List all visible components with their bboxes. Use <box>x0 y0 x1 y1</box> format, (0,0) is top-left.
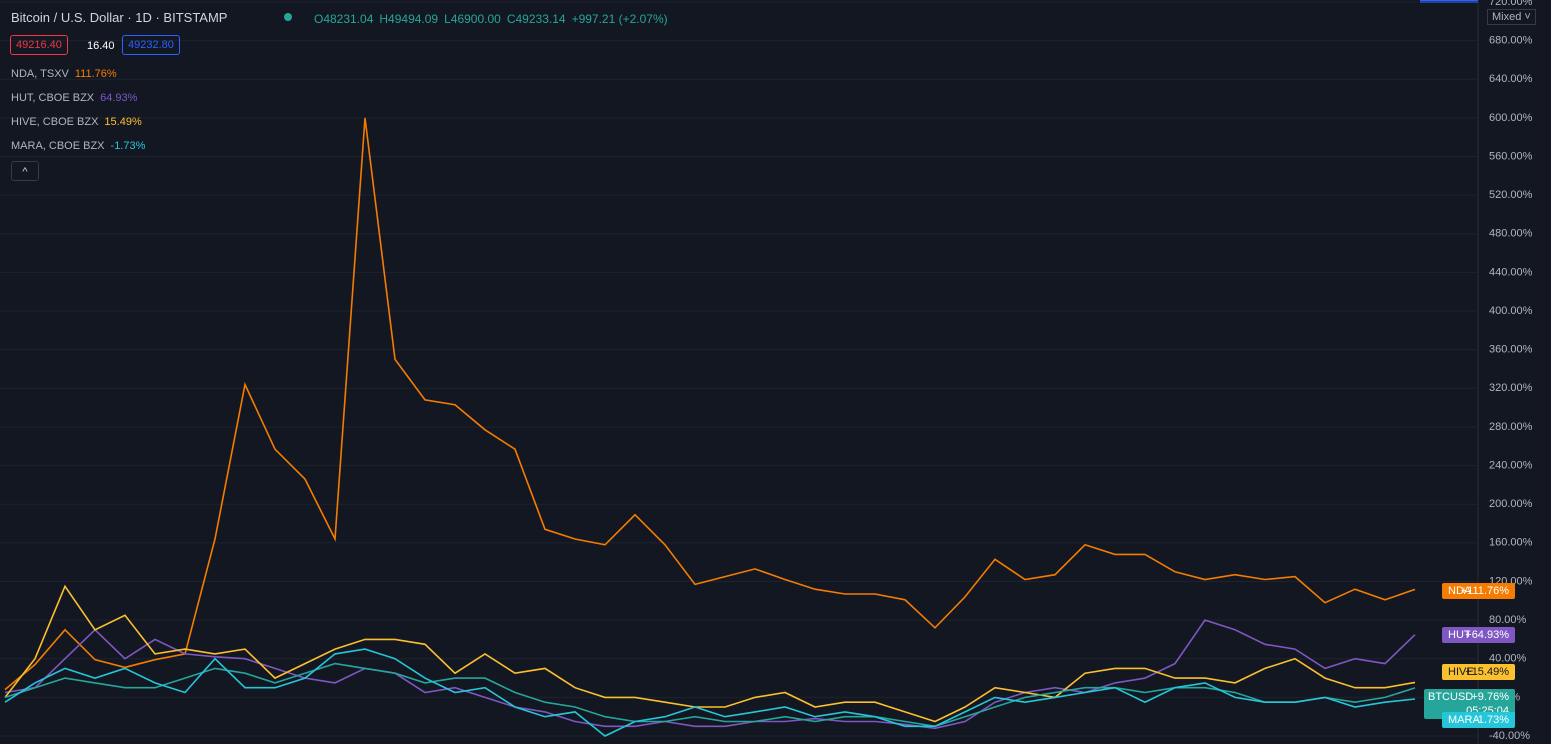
status-dot <box>284 13 292 21</box>
ask[interactable]: 49232.80 <box>122 35 180 55</box>
badge-value: +64.93% <box>1465 629 1509 641</box>
badge-name: BTCUSD <box>1428 691 1473 703</box>
y-tick-label: 280.00% <box>1489 421 1533 433</box>
ohlc-value: H49494.09 <box>379 12 439 26</box>
legend-name: NDA, TSXV <box>11 68 69 80</box>
legend-value: -1.73% <box>110 140 146 152</box>
y-tick-label: 560.00% <box>1489 150 1533 162</box>
ohlc: O48231.04 H49494.09 L46900.00 C49233.14 +997… <box>314 12 674 26</box>
y-tick-label: 440.00% <box>1489 266 1533 278</box>
y-tick-label: 400.00% <box>1489 305 1533 317</box>
series-line <box>4 619 1416 730</box>
bid[interactable]: 49216.40 <box>10 35 68 55</box>
legend-item: HUT, CBOE BZX 64.93% <box>11 92 137 104</box>
y-tick-label: -40.00% <box>1489 730 1530 742</box>
badge-name: HUT <box>1448 629 1471 641</box>
legend-value: 15.49% <box>104 116 142 128</box>
spread: 16.40 <box>87 40 115 52</box>
y-tick-label: 520.00% <box>1489 189 1533 201</box>
y-tick-label: 80.00% <box>1489 614 1527 626</box>
legend-value: 111.76% <box>74 68 117 80</box>
badge-value: +111.76% <box>1461 585 1509 597</box>
y-tick-label: 240.00% <box>1489 459 1533 471</box>
legend-item: NDA, TSXV 111.76% <box>11 68 117 80</box>
scale-mode[interactable]: Mixed ˅ <box>1487 9 1536 25</box>
y-tick-label: 640.00% <box>1489 73 1533 85</box>
y-tick-label: 160.00% <box>1489 537 1533 549</box>
series-line <box>4 117 1416 691</box>
badge-bg <box>1442 664 1515 680</box>
y-tick-label: 480.00% <box>1489 228 1533 240</box>
badge-name: HIVE <box>1448 666 1474 678</box>
badge-name: NDA <box>1448 585 1472 597</box>
badge-bg <box>1442 583 1515 599</box>
series-line <box>4 584 1416 723</box>
legend-item: MARA, CBOE BZX -1.73% <box>11 140 145 152</box>
badge-name: MARA <box>1448 714 1480 726</box>
ohlc-value: C49233.14 <box>506 12 566 26</box>
y-tick-label: 360.00% <box>1489 344 1533 356</box>
y-tick-label: 680.00% <box>1489 35 1533 47</box>
badge-bg <box>1424 689 1515 719</box>
y-tick-label: 200.00% <box>1489 498 1533 510</box>
y-tick-label: 720.00% <box>1489 0 1533 8</box>
badge-value: -1.73% <box>1474 714 1509 726</box>
y-tick-label: 40.00% <box>1489 653 1527 665</box>
legend-name: HIVE, CBOE BZX <box>11 116 99 128</box>
badge-bg <box>1442 712 1515 728</box>
legend-value: 64.93% <box>100 92 138 104</box>
legend-item: HIVE, CBOE BZX 15.49% <box>11 116 142 128</box>
series-line <box>4 662 1416 728</box>
symbol-title[interactable]: Bitcoin / U.S. Dollar · 1D · BITSTAMP <box>11 10 228 25</box>
legend-name: MARA, CBOE BZX <box>11 140 105 152</box>
badge-bg <box>1442 627 1515 643</box>
scale-mode-label: Mixed <box>1492 11 1522 23</box>
badge-value: +15.49% <box>1465 666 1509 678</box>
legend-name: HUT, CBOE BZX <box>11 92 95 104</box>
ohlc-value: L46900.00 <box>444 12 501 26</box>
badge-value: +9.76% <box>1471 691 1509 703</box>
y-tick-label: 320.00% <box>1489 382 1533 394</box>
series-line <box>4 648 1416 737</box>
ohlc-value: O48231.04 <box>314 12 374 26</box>
y-tick-label: 600.00% <box>1489 112 1533 124</box>
collapse-button[interactable]: ^ <box>11 161 39 181</box>
ohlc-value: +997.21 (+2.07%) <box>571 12 668 26</box>
